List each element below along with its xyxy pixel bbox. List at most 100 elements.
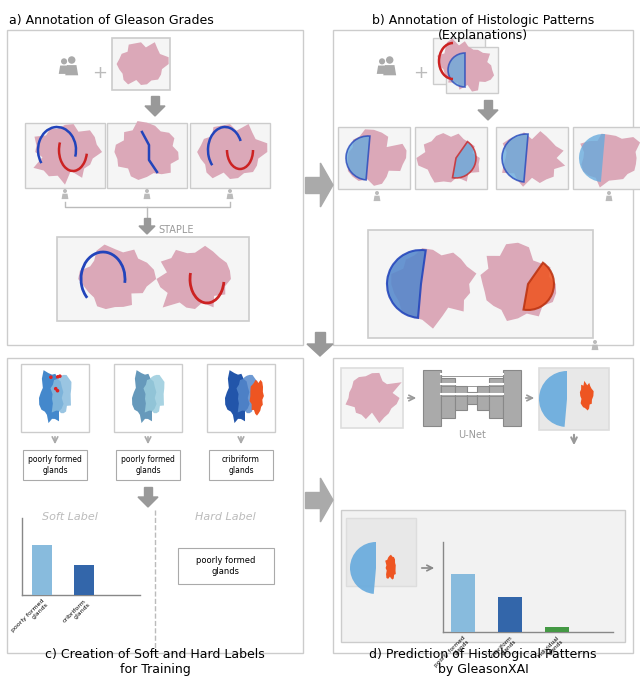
Text: poorly formed
glands: poorly formed glands	[433, 635, 470, 672]
Polygon shape	[157, 246, 231, 309]
Text: +: +	[93, 64, 108, 82]
Polygon shape	[580, 133, 640, 187]
Polygon shape	[481, 243, 556, 321]
Bar	[338, 127, 410, 189]
Bar	[107, 123, 187, 188]
Bar	[467, 392, 477, 404]
Polygon shape	[143, 194, 150, 199]
Text: +: +	[413, 64, 429, 82]
Circle shape	[593, 340, 597, 344]
Bar	[333, 30, 633, 345]
Polygon shape	[321, 478, 333, 522]
Circle shape	[61, 58, 67, 64]
Bar	[178, 548, 274, 584]
Bar	[114, 364, 182, 432]
Bar	[346, 518, 416, 586]
Wedge shape	[524, 263, 554, 310]
Text: U-Net: U-Net	[458, 430, 486, 440]
Bar	[209, 450, 273, 480]
Text: a) Annotation of Gleason Grades: a) Annotation of Gleason Grades	[9, 14, 214, 27]
Polygon shape	[377, 66, 387, 74]
Circle shape	[379, 58, 385, 64]
Polygon shape	[236, 375, 257, 413]
Bar	[315, 332, 325, 344]
Polygon shape	[478, 110, 498, 120]
Bar	[433, 38, 485, 84]
Polygon shape	[138, 497, 158, 507]
Text: cribriform
glands: cribriform glands	[490, 635, 518, 663]
Polygon shape	[39, 370, 63, 423]
Circle shape	[56, 389, 60, 393]
Bar	[455, 386, 467, 410]
Wedge shape	[539, 371, 567, 427]
Bar	[341, 510, 625, 642]
Circle shape	[63, 189, 67, 193]
Polygon shape	[391, 248, 476, 328]
Text: Hard Label: Hard Label	[195, 512, 255, 522]
Bar	[341, 368, 403, 428]
Polygon shape	[225, 370, 250, 423]
Bar	[573, 127, 640, 189]
Polygon shape	[115, 121, 179, 180]
Text: cribriform
glands: cribriform glands	[62, 598, 92, 627]
Bar	[32, 545, 52, 595]
Bar	[144, 218, 150, 226]
Bar	[151, 96, 159, 106]
Bar	[477, 386, 489, 410]
Bar	[484, 100, 492, 110]
Bar	[489, 378, 503, 418]
Bar	[305, 492, 321, 508]
Text: b) Annotation of Histologic Patterns
(Explanations): b) Annotation of Histologic Patterns (Ex…	[372, 14, 594, 42]
Wedge shape	[387, 250, 426, 318]
Bar	[7, 358, 303, 653]
Polygon shape	[78, 245, 156, 309]
Bar	[545, 627, 569, 632]
Polygon shape	[59, 66, 69, 74]
Wedge shape	[579, 134, 605, 182]
Polygon shape	[321, 163, 333, 207]
Bar	[25, 123, 105, 188]
Polygon shape	[51, 375, 72, 413]
Bar	[539, 368, 609, 430]
Wedge shape	[452, 142, 476, 178]
Wedge shape	[448, 53, 465, 87]
Bar	[144, 487, 152, 497]
Polygon shape	[227, 194, 234, 199]
Polygon shape	[417, 133, 480, 183]
Circle shape	[145, 189, 149, 193]
Circle shape	[49, 376, 52, 379]
Text: individual
glands: individual glands	[537, 635, 564, 663]
Text: cribriform
glands: cribriform glands	[222, 455, 260, 475]
Text: poorly formed
glands: poorly formed glands	[121, 455, 175, 475]
Text: STAPLE: STAPLE	[158, 225, 193, 235]
Bar	[503, 370, 521, 426]
Bar	[23, 450, 87, 480]
Circle shape	[375, 191, 379, 195]
Bar	[7, 30, 303, 345]
Wedge shape	[502, 134, 528, 182]
Polygon shape	[502, 131, 565, 187]
Circle shape	[54, 387, 58, 391]
Polygon shape	[145, 106, 165, 116]
Polygon shape	[307, 344, 333, 356]
Bar	[368, 230, 593, 338]
Bar	[21, 364, 89, 432]
Text: poorly formed
glands: poorly formed glands	[28, 455, 82, 475]
Polygon shape	[385, 555, 396, 579]
Polygon shape	[591, 345, 598, 350]
Polygon shape	[437, 38, 483, 83]
Text: c) Creation of Soft and Hard Labels
for Training: c) Creation of Soft and Hard Labels for …	[45, 648, 265, 676]
Circle shape	[58, 374, 61, 378]
Circle shape	[386, 56, 394, 64]
Polygon shape	[65, 65, 78, 75]
Bar	[441, 378, 455, 418]
Circle shape	[68, 56, 76, 64]
Bar	[74, 565, 94, 595]
Wedge shape	[346, 136, 370, 180]
Polygon shape	[250, 380, 264, 416]
Bar	[116, 450, 180, 480]
Circle shape	[607, 191, 611, 195]
Bar	[57, 237, 249, 321]
Polygon shape	[605, 196, 612, 201]
Text: d) Prediction of Histological Patterns
by GleasonXAI: d) Prediction of Histological Patterns b…	[369, 648, 596, 676]
